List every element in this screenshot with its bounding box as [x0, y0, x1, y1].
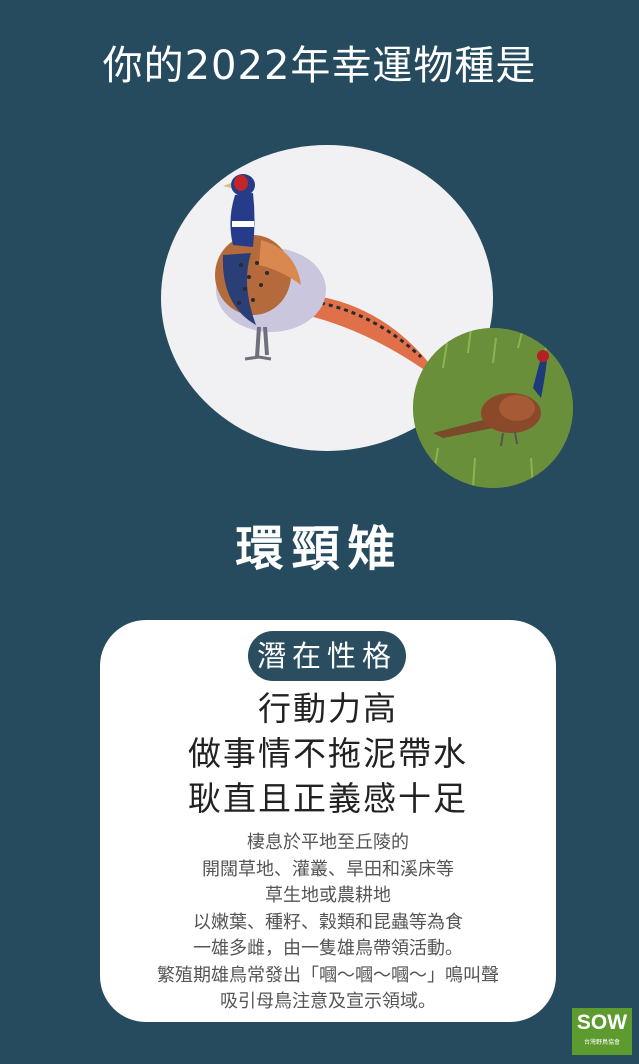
sow-logo: SOW 台灣野鳥協會 [572, 1008, 632, 1055]
illustration-circle [161, 145, 493, 451]
description-line: 開闊草地、灌叢、旱田和溪床等 [202, 858, 454, 880]
trait-item: 做事情不拖泥帶水 [188, 734, 468, 773]
trait-item: 行動力高 [258, 689, 398, 728]
species-name: 環頸雉 [235, 521, 404, 577]
description-line: 以嫩葉、種籽、穀類和昆蟲等為食 [193, 911, 463, 933]
description-line: 一雄多雌，由一隻雄鳥帶領活動。 [193, 938, 463, 959]
pheasant-photo [413, 328, 573, 488]
description-line: 草生地或農耕地 [265, 885, 391, 906]
page-title: 你的2022年幸運物種是 [102, 43, 537, 89]
description-line: 繁殖期雄鳥常發出「嘓～嘓～嘓～」鳴叫聲 [157, 964, 499, 986]
pheasant-illustration [215, 174, 429, 369]
trait-list: 行動力高 做事情不拖泥帶水 耿直且正義感十足 [100, 686, 556, 821]
personality-badge: 潛在性格 [248, 631, 406, 681]
description-line: 棲息於平地至丘陵的 [247, 832, 409, 853]
trait-card: 潛在性格 行動力高 做事情不拖泥帶水 耿直且正義感十足 棲息於平地至丘陵的 開闊… [100, 620, 556, 1022]
trait-item: 耿直且正義感十足 [188, 779, 468, 818]
logo-subtitle: 台灣野鳥協會 [583, 1039, 620, 1046]
species-description: 棲息於平地至丘陵的 開闊草地、灌叢、旱田和溪床等 草生地或農耕地 以嫩葉、種籽、… [100, 830, 556, 1016]
logo-mark: SOW [576, 1011, 628, 1034]
description-line: 吸引母鳥注意及宣示領域。 [220, 991, 436, 1012]
